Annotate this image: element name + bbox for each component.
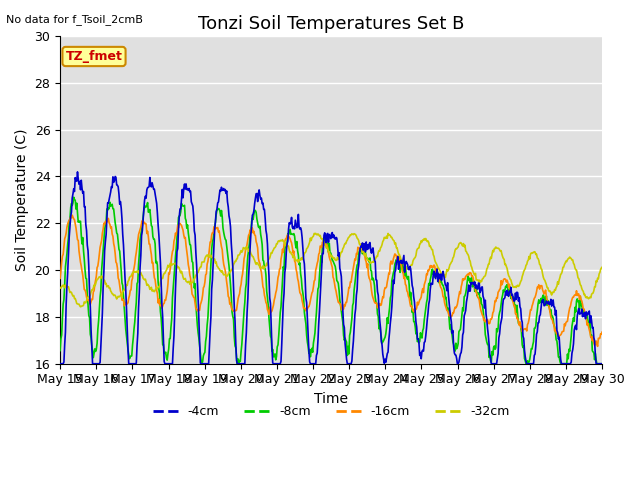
Legend: -4cm, -8cm, -16cm, -32cm: -4cm, -8cm, -16cm, -32cm: [148, 400, 515, 423]
X-axis label: Time: Time: [314, 392, 348, 406]
Text: TZ_fmet: TZ_fmet: [65, 50, 122, 63]
Title: Tonzi Soil Temperatures Set B: Tonzi Soil Temperatures Set B: [198, 15, 465, 33]
Y-axis label: Soil Temperature (C): Soil Temperature (C): [15, 129, 29, 271]
Text: No data for f_Tsoil_2cmB: No data for f_Tsoil_2cmB: [6, 14, 143, 25]
